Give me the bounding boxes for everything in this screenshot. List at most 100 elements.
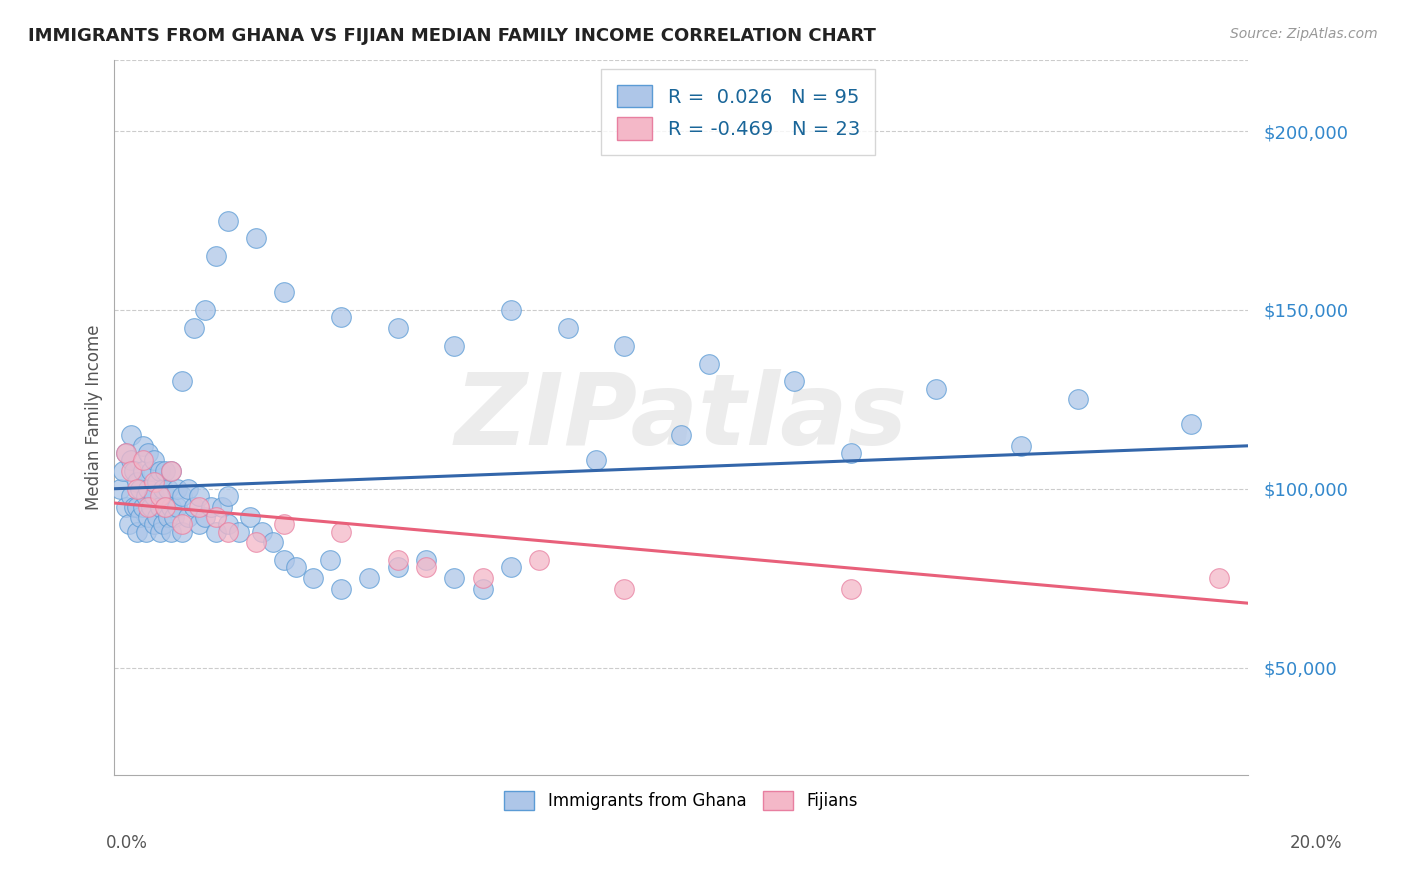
- Text: 0.0%: 0.0%: [105, 834, 148, 852]
- Point: [783, 375, 806, 389]
- Point: [301, 571, 323, 585]
- Point: [499, 560, 522, 574]
- Point: [839, 446, 862, 460]
- Point: [217, 489, 239, 503]
- Point: [529, 553, 551, 567]
- Point: [284, 560, 307, 574]
- Point: [205, 524, 228, 539]
- Point: [250, 524, 273, 539]
- Point: [172, 524, 194, 539]
- Point: [499, 302, 522, 317]
- Point: [239, 510, 262, 524]
- Point: [319, 553, 342, 567]
- Point: [132, 439, 155, 453]
- Point: [155, 500, 177, 514]
- Point: [149, 524, 172, 539]
- Point: [273, 517, 295, 532]
- Point: [172, 375, 194, 389]
- Point: [471, 571, 494, 585]
- Point: [138, 510, 160, 524]
- Point: [330, 310, 353, 324]
- Point: [114, 500, 136, 514]
- Point: [157, 482, 180, 496]
- Point: [228, 524, 250, 539]
- Point: [132, 453, 155, 467]
- Point: [1208, 571, 1230, 585]
- Point: [155, 464, 177, 478]
- Point: [108, 482, 131, 496]
- Text: 20.0%: 20.0%: [1291, 834, 1343, 852]
- Point: [217, 524, 239, 539]
- Point: [387, 560, 409, 574]
- Point: [194, 302, 217, 317]
- Point: [146, 475, 169, 489]
- Point: [585, 453, 607, 467]
- Point: [132, 500, 155, 514]
- Point: [262, 535, 284, 549]
- Point: [925, 382, 948, 396]
- Point: [155, 500, 177, 514]
- Point: [138, 500, 160, 514]
- Point: [217, 517, 239, 532]
- Point: [188, 500, 211, 514]
- Point: [443, 571, 465, 585]
- Point: [120, 464, 142, 478]
- Text: Source: ZipAtlas.com: Source: ZipAtlas.com: [1230, 27, 1378, 41]
- Point: [669, 428, 692, 442]
- Point: [157, 510, 180, 524]
- Point: [177, 482, 200, 496]
- Point: [152, 482, 174, 496]
- Point: [188, 489, 211, 503]
- Point: [149, 500, 172, 514]
- Point: [143, 517, 166, 532]
- Point: [359, 571, 381, 585]
- Point: [443, 339, 465, 353]
- Point: [125, 500, 148, 514]
- Point: [183, 500, 205, 514]
- Point: [557, 320, 579, 334]
- Point: [205, 249, 228, 263]
- Point: [143, 475, 166, 489]
- Point: [387, 553, 409, 567]
- Point: [415, 560, 437, 574]
- Point: [183, 320, 205, 334]
- Point: [1067, 392, 1090, 407]
- Point: [160, 524, 183, 539]
- Point: [1010, 439, 1032, 453]
- Point: [166, 500, 188, 514]
- Point: [613, 339, 636, 353]
- Point: [114, 446, 136, 460]
- Point: [122, 500, 145, 514]
- Point: [172, 517, 194, 532]
- Point: [146, 510, 169, 524]
- Point: [330, 524, 353, 539]
- Point: [415, 553, 437, 567]
- Point: [152, 517, 174, 532]
- Point: [188, 517, 211, 532]
- Point: [245, 231, 267, 245]
- Point: [205, 510, 228, 524]
- Point: [273, 285, 295, 299]
- Y-axis label: Median Family Income: Median Family Income: [86, 325, 103, 510]
- Point: [387, 320, 409, 334]
- Point: [125, 482, 148, 496]
- Point: [120, 428, 142, 442]
- Point: [114, 446, 136, 460]
- Point: [135, 489, 157, 503]
- Point: [245, 535, 267, 549]
- Point: [111, 464, 134, 478]
- Text: IMMIGRANTS FROM GHANA VS FIJIAN MEDIAN FAMILY INCOME CORRELATION CHART: IMMIGRANTS FROM GHANA VS FIJIAN MEDIAN F…: [28, 27, 876, 45]
- Point: [194, 510, 217, 524]
- Point: [138, 482, 160, 496]
- Point: [699, 357, 721, 371]
- Point: [117, 517, 139, 532]
- Point: [200, 500, 222, 514]
- Point: [160, 464, 183, 478]
- Point: [471, 582, 494, 596]
- Point: [1180, 417, 1202, 432]
- Point: [120, 489, 142, 503]
- Point: [160, 464, 183, 478]
- Point: [125, 524, 148, 539]
- Point: [135, 524, 157, 539]
- Point: [330, 582, 353, 596]
